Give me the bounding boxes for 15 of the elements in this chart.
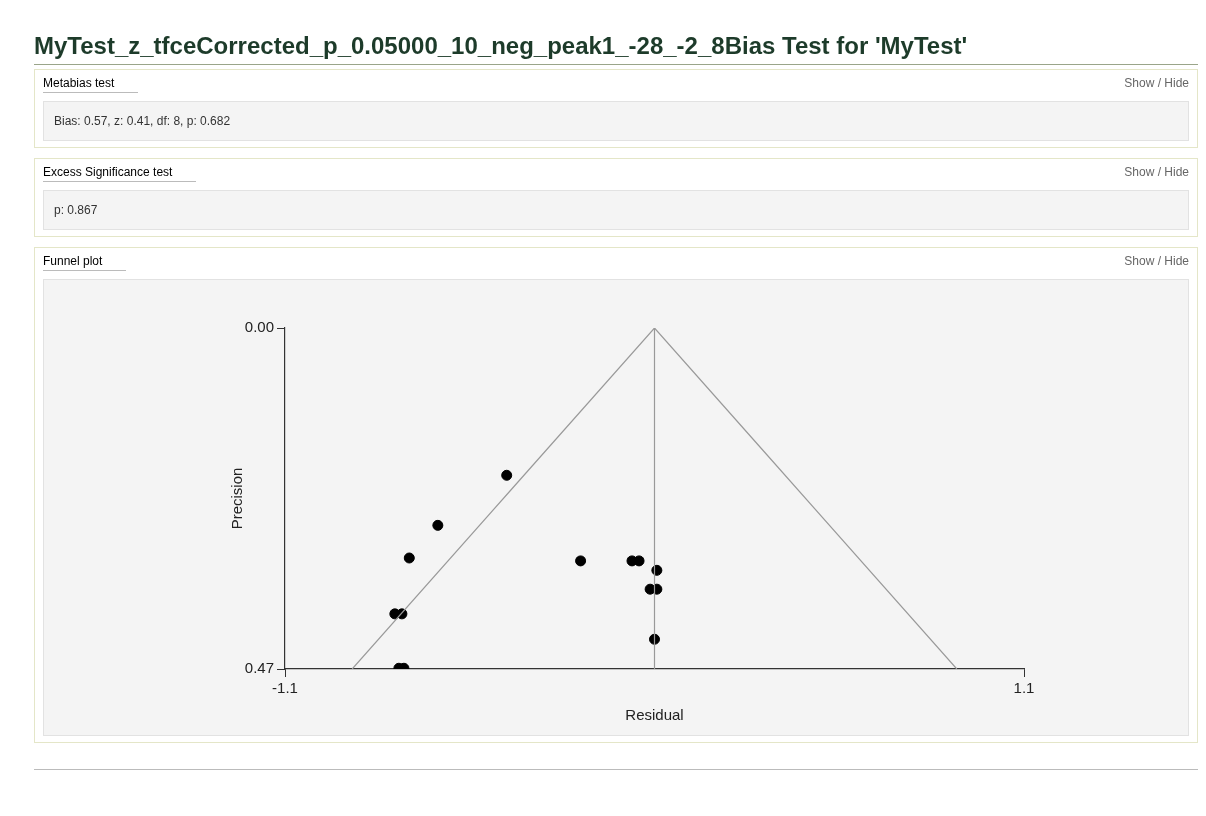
y-axis-title: Precision	[228, 467, 246, 530]
x-tick-label: -1.1	[272, 679, 298, 697]
text: Show / Hide	[1124, 254, 1189, 270]
y-tick-label: 0.47	[244, 659, 274, 677]
text: p: 0.867	[43, 190, 1189, 230]
text: Show / Hide	[1124, 165, 1189, 181]
text: Funnel plot	[43, 254, 127, 271]
text: Metabias test	[43, 76, 139, 93]
chart-title: MyTest_z_tfceCorrected_p_0.05000_10_neg_peak1_-28_-2_8Bias Test for 'MyTest'	[34, 32, 1198, 65]
y-tick-label: 0.00	[244, 318, 274, 336]
text: Excess Significance test	[43, 165, 197, 182]
x-tick-label: 1.1	[1013, 679, 1035, 697]
text: Show / Hide	[1124, 76, 1189, 92]
text: Bias: 0.57, z: 0.41, df: 8, p: 0.682	[43, 101, 1189, 141]
x-axis-title: Residual	[625, 706, 684, 724]
